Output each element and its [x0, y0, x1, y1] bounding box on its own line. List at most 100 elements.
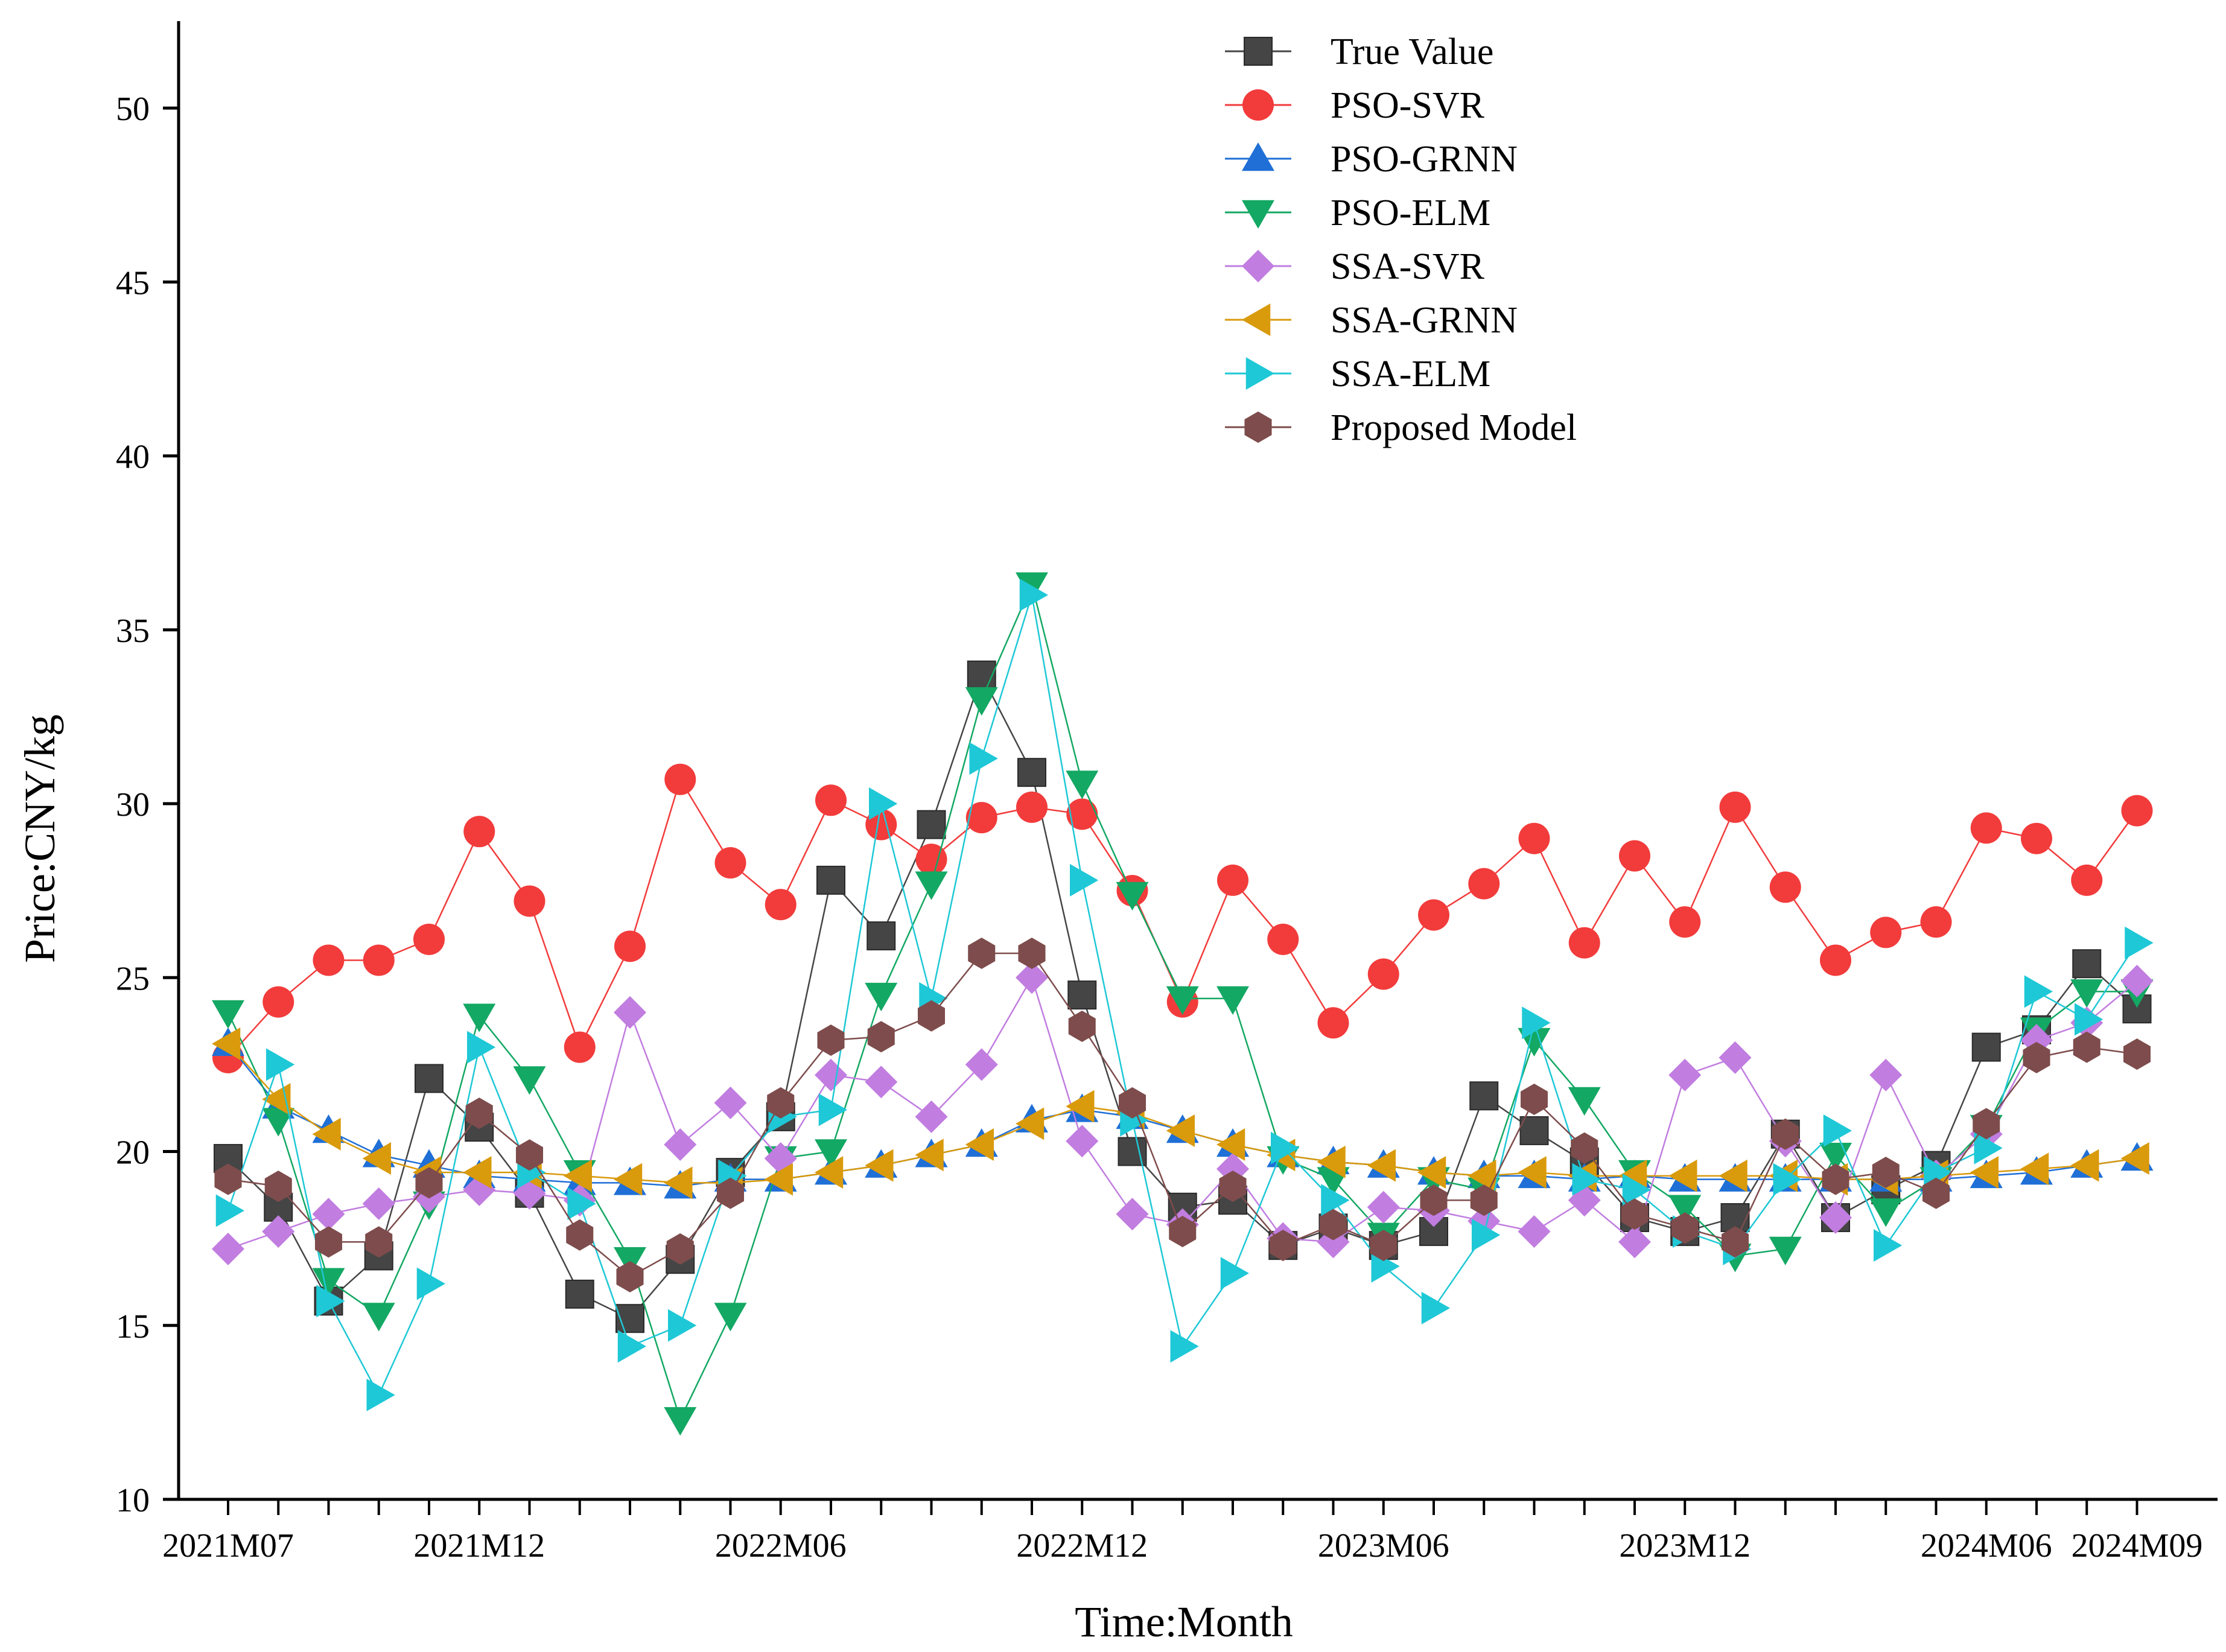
data-point: [815, 1058, 847, 1091]
data-point: [1066, 770, 1099, 799]
data-point: [1518, 1156, 1547, 1189]
data-point: [1721, 1226, 1749, 1258]
data-point: [1319, 1209, 1347, 1241]
data-point: [867, 921, 896, 951]
data-point: [865, 982, 898, 1012]
data-point: [1571, 1132, 1598, 1164]
data-point: [1317, 1225, 1350, 1259]
data-point: [2072, 949, 2102, 979]
data-point: [818, 1093, 847, 1126]
x-tick-label: 2021M07: [162, 1527, 294, 1565]
data-point: [1472, 1218, 1501, 1251]
data-point: [865, 1066, 898, 1099]
data-point: [1016, 961, 1048, 994]
legend-item: PSO-GRNN: [1225, 139, 1518, 180]
data-point: [915, 1100, 948, 1133]
data-point: [666, 1233, 694, 1265]
data-point: [362, 1187, 395, 1220]
data-point: [362, 1303, 395, 1332]
data-point: [312, 1117, 341, 1151]
y-tick-label: 50: [116, 91, 150, 128]
y-tick-label: 15: [116, 1308, 150, 1345]
data-point: [664, 763, 696, 795]
data-point: [614, 930, 646, 962]
data-point: [1618, 1225, 1651, 1259]
data-point: [968, 937, 996, 969]
data-point: [1169, 1216, 1197, 1248]
y-axis-ticks: 10 15 20 25 30 35 40 45 50: [116, 91, 179, 1519]
data-point: [1468, 1159, 1496, 1192]
data-point: [1166, 1114, 1195, 1147]
data-point: [565, 1279, 594, 1309]
data-point: [1317, 1145, 1346, 1178]
data-point: [917, 1000, 946, 1032]
data-point: [815, 1156, 844, 1189]
data-point: [915, 843, 947, 875]
data-point: [1719, 1159, 1747, 1192]
data-point: [965, 802, 997, 834]
data-point: [1769, 1236, 1802, 1265]
legend-marker: [1242, 200, 1274, 229]
data-point: [1870, 917, 1902, 948]
data-point: [1621, 1198, 1649, 1230]
data-point: [668, 1309, 697, 1342]
data-point: [1418, 899, 1449, 931]
data-point: [1519, 1116, 1549, 1145]
data-point: [1719, 1041, 1752, 1074]
data-point: [965, 1128, 994, 1161]
data-point: [366, 1379, 395, 1412]
y-axis-title: Price:CNY/kg: [16, 714, 64, 963]
series-layer: [212, 572, 2154, 1436]
data-point: [1170, 1330, 1199, 1363]
legend-item: True Value: [1225, 31, 1493, 72]
legend-marker: [1242, 142, 1274, 171]
x-tick-label: 2024M09: [2072, 1527, 2203, 1565]
data-point: [513, 1066, 546, 1095]
data-point: [2071, 864, 2103, 896]
legend-item: SSA-ELM: [1225, 354, 1490, 395]
y-tick-label: 25: [116, 960, 150, 997]
data-point: [1267, 923, 1299, 955]
data-point: [2120, 1142, 2149, 1175]
data-point: [815, 1139, 847, 1168]
data-point: [1668, 1195, 1702, 1224]
data-point: [214, 1163, 242, 1195]
data-point: [815, 784, 847, 816]
data-point: [1671, 1212, 1699, 1244]
data-point: [1070, 863, 1099, 897]
data-point: [2121, 795, 2153, 827]
data-point: [313, 944, 345, 976]
data-point: [1974, 1131, 2003, 1164]
data-point: [1769, 871, 1801, 903]
data-point: [1017, 758, 1046, 787]
y-tick-label: 20: [116, 1134, 150, 1172]
data-point: [917, 810, 946, 839]
data-point: [615, 1304, 644, 1333]
data-point: [1669, 906, 1701, 938]
legend-label: True Value: [1331, 31, 1493, 72]
legend-item: PSO-SVR: [1225, 85, 1485, 126]
x-axis-ticks: 2021M07 2021M12 2022M06 2022M12 2023M06 2023M…: [162, 1499, 2202, 1565]
data-point: [1066, 1090, 1095, 1123]
data-point: [915, 871, 948, 900]
data-point: [714, 1086, 747, 1119]
data-point: [262, 1108, 295, 1137]
data-point: [1321, 1184, 1350, 1217]
legend-marker: [1242, 303, 1271, 336]
data-point: [967, 660, 996, 690]
data-point: [2023, 1041, 2050, 1073]
data-point: [1970, 1156, 1999, 1189]
data-point: [463, 816, 495, 848]
data-point: [1219, 1171, 1247, 1202]
data-point: [2120, 965, 2154, 998]
data-point: [1872, 1157, 1900, 1189]
legend-label: SSA-SVR: [1331, 246, 1485, 287]
data-point: [617, 1330, 646, 1363]
data-point: [1823, 1114, 1852, 1147]
data-point: [1016, 1107, 1045, 1140]
data-point: [1622, 1173, 1651, 1206]
data-point: [215, 1194, 244, 1227]
legend-label: PSO-GRNN: [1331, 139, 1518, 180]
data-point: [1819, 1201, 1852, 1234]
